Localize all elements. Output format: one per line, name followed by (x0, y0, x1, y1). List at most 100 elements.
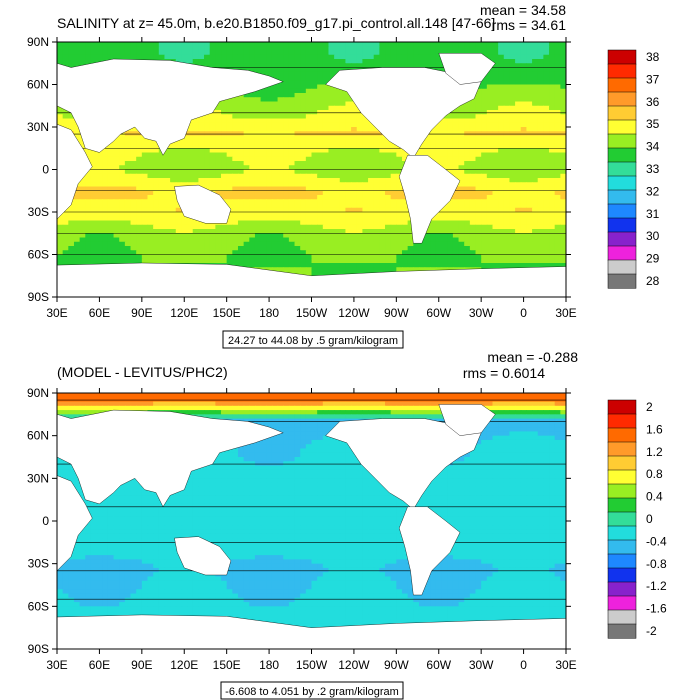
field-cell (260, 220, 267, 226)
field-cell (515, 233, 522, 239)
field-cell (503, 173, 511, 179)
field-cell (187, 254, 194, 260)
field-cell (515, 195, 522, 200)
field-cell (356, 131, 363, 137)
field-cell (424, 241, 431, 247)
field-cell (526, 250, 533, 256)
field-cell (526, 93, 533, 98)
field-cell (130, 127, 137, 132)
field-cell (520, 139, 528, 145)
field-cell (362, 148, 369, 154)
field-cell (164, 152, 171, 158)
field-cell (147, 195, 154, 200)
field-cell (288, 156, 296, 162)
field-cell (288, 224, 296, 230)
field-cell (515, 182, 522, 188)
field-cell (515, 135, 522, 141)
field-cell (549, 220, 556, 226)
field-cell (532, 212, 539, 217)
field-cell (237, 131, 245, 137)
field-cell (492, 173, 499, 179)
field-cell (237, 250, 245, 256)
field-cell (469, 101, 477, 107)
field-cell (237, 178, 245, 183)
field-cell (283, 42, 290, 47)
field-cell (85, 258, 92, 264)
field-cell (153, 220, 160, 226)
field-cell (328, 71, 335, 77)
field-cell (509, 233, 516, 239)
field-cell (322, 173, 330, 179)
field-cell (277, 241, 284, 247)
field-cell (62, 54, 69, 60)
field-cell (475, 169, 482, 175)
field-cell (232, 122, 239, 128)
field-cell (549, 199, 556, 205)
field-cell (464, 190, 471, 196)
field-cell (158, 50, 166, 56)
field-cell (260, 63, 267, 69)
field-cell (215, 50, 222, 56)
field-cell (153, 241, 160, 247)
field-cell (249, 46, 256, 52)
field-cell (119, 250, 126, 256)
field-cell (73, 186, 81, 192)
field-cell (492, 114, 499, 120)
field-cell (266, 50, 273, 56)
field-cell (543, 254, 550, 260)
field-cell (181, 148, 188, 154)
field-cell (243, 63, 250, 69)
field-cell (396, 152, 403, 158)
field-cell (328, 114, 335, 120)
field-cell (447, 144, 454, 149)
field-cell (79, 246, 86, 251)
field-cell (373, 165, 380, 171)
field-cell (277, 50, 284, 56)
field-cell (90, 224, 98, 230)
field-cell (515, 148, 522, 154)
field-cell (322, 233, 330, 239)
field-cell (351, 199, 358, 205)
field-cell (560, 127, 566, 132)
field-cell (452, 156, 460, 162)
field-cell (181, 246, 188, 251)
field-cell (435, 156, 443, 162)
field-cell (68, 42, 75, 47)
field-cell (181, 237, 188, 243)
field-cell (57, 122, 64, 128)
field-cell (345, 173, 352, 179)
field-cell (271, 42, 279, 47)
field-cell (509, 178, 516, 183)
field-cell (175, 212, 183, 217)
field-cell (62, 254, 69, 260)
field-cell (549, 139, 556, 145)
field-cell (464, 229, 471, 234)
field-cell (153, 182, 160, 188)
field-cell (537, 258, 544, 264)
field-cell (401, 258, 409, 264)
field-cell (407, 254, 414, 260)
field-cell (328, 152, 335, 158)
field-cell (385, 152, 392, 158)
field-cell (441, 216, 448, 222)
field-cell (226, 199, 233, 205)
field-cell (90, 178, 98, 183)
field-cell (300, 199, 307, 205)
field-cell (345, 161, 352, 166)
field-cell (560, 254, 566, 260)
field-cell (379, 186, 386, 192)
field-cell (300, 203, 307, 209)
field-cell (243, 139, 250, 145)
field-cell (537, 237, 544, 243)
field-cell (288, 105, 296, 111)
field-cell (481, 233, 488, 239)
field-cell (492, 59, 499, 64)
field-cell (339, 212, 347, 217)
field-cell (130, 241, 137, 247)
field-cell (300, 144, 307, 149)
field-cell (221, 105, 228, 111)
field-cell (260, 161, 267, 166)
field-cell (334, 203, 341, 209)
field-cell (424, 233, 431, 239)
field-cell (249, 144, 256, 149)
